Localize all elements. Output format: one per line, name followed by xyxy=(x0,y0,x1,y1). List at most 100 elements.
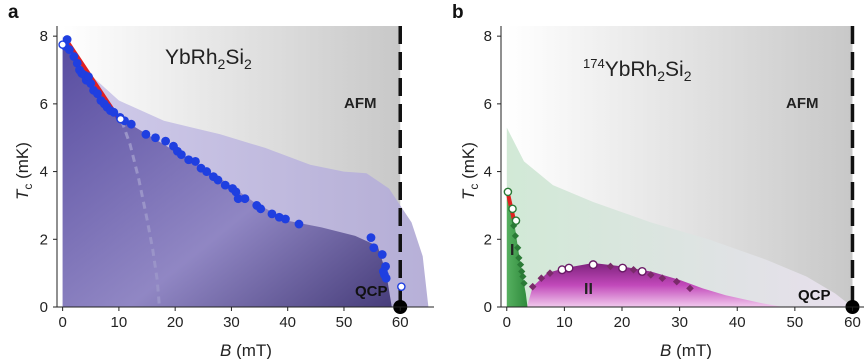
region-i-label: I xyxy=(510,242,514,259)
y-tick-label: 4 xyxy=(40,164,48,181)
data-point-blue xyxy=(161,136,170,146)
data-point-diamond-green xyxy=(520,279,528,287)
x-tick-label: 50 xyxy=(336,314,353,331)
x-tick-label: 30 xyxy=(671,314,688,331)
data-point-diamond-green xyxy=(518,267,526,276)
x-tick-label: 60 xyxy=(844,314,861,331)
data-point-blue xyxy=(294,219,304,229)
data-point-diamond-magenta xyxy=(629,265,638,274)
x-tick-label: 20 xyxy=(167,314,184,331)
y-tick-label: 0 xyxy=(484,299,492,316)
data-point-open-green xyxy=(503,187,513,197)
data-point-open-green xyxy=(511,216,521,225)
x-tick-label: 30 xyxy=(223,314,240,331)
y-tick-label: 6 xyxy=(484,96,492,113)
y-tick-label: 6 xyxy=(40,96,48,113)
data-point-open-green xyxy=(508,204,517,214)
y-tick-label: 8 xyxy=(484,28,492,45)
panel-a-background xyxy=(62,26,429,308)
region-ii-label: II xyxy=(584,281,593,298)
data-point-diamond-magenta xyxy=(528,282,537,291)
data-point-open-magenta xyxy=(637,266,647,276)
panel-b-qcp-label: QCP xyxy=(798,287,831,304)
x-tick-label: 40 xyxy=(279,314,296,331)
data-point-blue xyxy=(184,155,194,165)
data-point-blue xyxy=(64,45,74,55)
data-point-blue xyxy=(240,194,250,204)
data-point-blue xyxy=(377,250,387,259)
y-tick-label: 0 xyxy=(40,299,48,316)
data-point-diamond-green xyxy=(515,254,523,262)
region-ii-area xyxy=(526,263,784,307)
x-tick-label: 0 xyxy=(58,314,66,331)
data-point-blue xyxy=(126,119,136,129)
panel-b: b 0 10 20 30 40 50 60 0 2 4 6 8 174YbRh2Si2 AFM QCP… xyxy=(452,2,864,359)
data-point-open-magenta xyxy=(588,260,598,270)
panel-a-marks xyxy=(58,26,408,314)
panel-b-afm-label: AFM xyxy=(786,95,819,112)
data-point-diamond-magenta xyxy=(546,269,554,277)
data-point-blue xyxy=(151,133,160,143)
data-point-blue xyxy=(176,150,186,160)
data-point-blue xyxy=(213,175,223,185)
data-point-open-magenta xyxy=(618,263,628,273)
panel-b-xlabel: B (mT) xyxy=(660,341,712,359)
panel-b-marks xyxy=(503,26,860,314)
data-point-diamond-magenta xyxy=(658,274,667,283)
x-tick-label: 0 xyxy=(503,314,511,331)
dashed-curve xyxy=(120,120,161,308)
panel-a-xlabel: B (mT) xyxy=(220,341,272,359)
lower-phase-region xyxy=(62,42,392,308)
y-tick-label: 2 xyxy=(40,231,48,248)
data-point-blue xyxy=(93,89,102,99)
data-point-diamond-green xyxy=(514,244,522,252)
x-tick-label: 10 xyxy=(111,314,128,331)
x-tick-label: 10 xyxy=(556,314,573,331)
data-point-blue xyxy=(281,214,290,224)
data-point-diamond-magenta xyxy=(606,262,615,271)
data-point-diamond-green xyxy=(510,222,518,230)
data-point-blue xyxy=(267,209,277,219)
panel-a-ylabel: Tc (mK) xyxy=(13,142,35,200)
panel-a-qcp-label: QCP xyxy=(355,283,388,300)
data-point-diamond-magenta xyxy=(686,284,694,293)
data-point-blue xyxy=(231,187,241,197)
data-point-blue xyxy=(366,233,376,242)
x-tick-label: 40 xyxy=(729,314,746,331)
data-point-open-magenta xyxy=(564,263,574,273)
data-point-diamond-green xyxy=(516,261,525,269)
data-point-open xyxy=(116,114,125,124)
data-point-open xyxy=(58,40,67,49)
panel-a-axes: 0 10 20 30 40 50 60 0 2 4 6 8 xyxy=(40,26,434,331)
y-tick-label: 4 xyxy=(484,164,492,181)
x-tick-label: 60 xyxy=(392,314,409,331)
data-point-blue xyxy=(109,107,119,117)
panel-a-title: YbRh2Si2 xyxy=(165,46,252,72)
panel-a: a 0 10 20 30 40 50 60 0 2 4 6 8 YbRh2Si2 AFM QCP B … xyxy=(8,2,434,359)
panel-b-title: 174YbRh2Si2 xyxy=(583,56,692,84)
data-point-blue xyxy=(86,79,96,88)
data-point-diamond-green xyxy=(519,272,527,281)
data-point-diamond-magenta xyxy=(672,277,681,286)
data-point-blue xyxy=(256,204,266,214)
panel-b-ylabel: Tc (mK) xyxy=(459,142,481,200)
y-tick-label: 2 xyxy=(484,231,492,248)
data-point-diamond-magenta xyxy=(647,271,655,279)
data-point-blue xyxy=(233,194,243,204)
data-point-diamond-magenta xyxy=(537,274,546,283)
panel-a-afm-label: AFM xyxy=(344,95,377,112)
panel-b-label: b xyxy=(452,2,464,23)
panel-b-axes: 0 10 20 30 40 50 60 0 2 4 6 8 xyxy=(484,26,864,331)
data-point-blue xyxy=(191,157,200,166)
panel-a-label: a xyxy=(8,2,19,23)
data-point-diamond-green xyxy=(511,232,520,240)
data-point-blue xyxy=(381,273,391,283)
data-point-blue xyxy=(369,243,379,253)
data-point-open xyxy=(397,282,406,291)
x-tick-label: 50 xyxy=(787,314,804,331)
y-tick-label: 8 xyxy=(40,28,48,45)
data-point-blue xyxy=(202,167,212,176)
data-point-blue xyxy=(69,52,79,61)
data-point-blue xyxy=(141,129,151,139)
